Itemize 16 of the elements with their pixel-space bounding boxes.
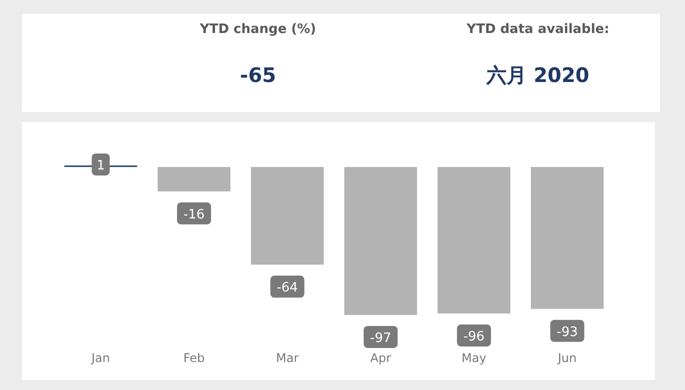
x-tick-label: Jan <box>90 351 110 365</box>
x-tick-label: Apr <box>370 351 392 365</box>
text: YTD change (%) <box>198 22 316 37</box>
data-label: -96 <box>463 329 485 344</box>
data-label: 1 <box>96 158 105 174</box>
text: YTD data available: <box>466 22 610 37</box>
x-tick-label: Mar <box>276 351 299 365</box>
x-tick-label: May <box>462 351 486 365</box>
data-label: -16 <box>183 207 205 222</box>
x-tick-label: Feb <box>183 351 205 365</box>
data-label: -97 <box>370 331 392 346</box>
data-label: -64 <box>276 280 298 296</box>
data-label: -93 <box>556 324 578 340</box>
text: 六月 2020 <box>486 63 590 87</box>
text: -65 <box>240 63 276 87</box>
x-tick-label: Jun <box>556 351 577 365</box>
